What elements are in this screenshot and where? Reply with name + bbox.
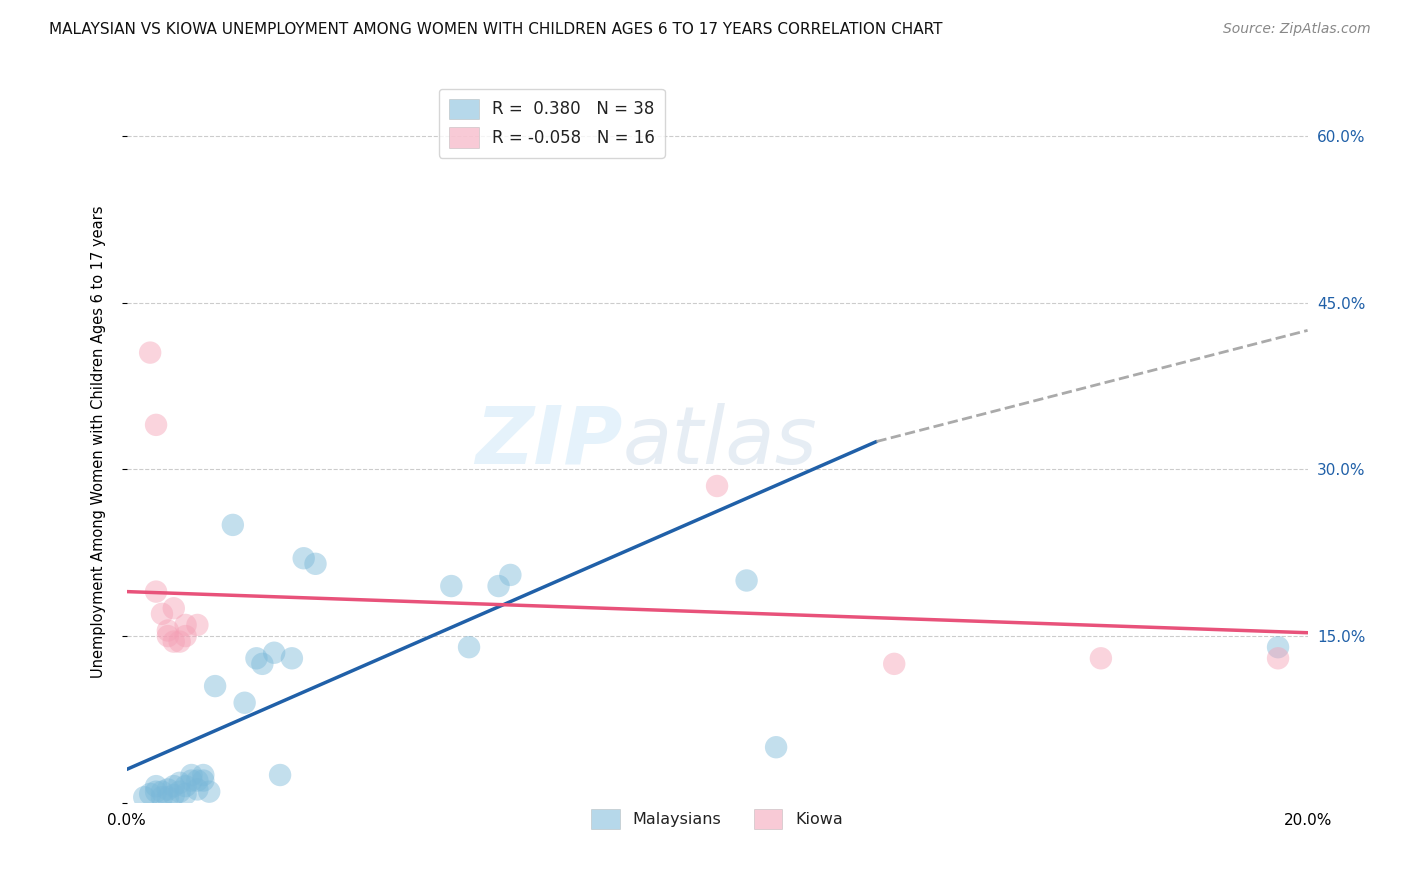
Point	[174, 629, 197, 643]
Point	[765, 740, 787, 755]
Point	[252, 657, 274, 671]
Point	[883, 657, 905, 671]
Point	[499, 568, 522, 582]
Point	[281, 651, 304, 665]
Point	[193, 773, 215, 788]
Text: MALAYSIAN VS KIOWA UNEMPLOYMENT AMONG WOMEN WITH CHILDREN AGES 6 TO 17 YEARS COR: MALAYSIAN VS KIOWA UNEMPLOYMENT AMONG WO…	[49, 22, 942, 37]
Point	[163, 634, 186, 648]
Point	[174, 787, 197, 801]
Point	[150, 607, 173, 621]
Text: ZIP: ZIP	[475, 402, 623, 481]
Point	[134, 790, 156, 805]
Point	[145, 779, 167, 793]
Point	[186, 773, 208, 788]
Point	[156, 790, 179, 805]
Y-axis label: Unemployment Among Women with Children Ages 6 to 17 years: Unemployment Among Women with Children A…	[91, 205, 105, 678]
Point	[304, 557, 326, 571]
Point	[204, 679, 226, 693]
Point	[163, 779, 186, 793]
Legend: Malaysians, Kiowa: Malaysians, Kiowa	[582, 799, 852, 838]
Point	[150, 785, 173, 799]
Point	[156, 629, 179, 643]
Point	[186, 782, 208, 797]
Point	[1267, 640, 1289, 655]
Point	[163, 788, 186, 802]
Point	[440, 579, 463, 593]
Point	[145, 417, 167, 432]
Point	[156, 624, 179, 638]
Point	[488, 579, 510, 593]
Point	[233, 696, 256, 710]
Point	[193, 768, 215, 782]
Point	[169, 634, 191, 648]
Point	[150, 790, 173, 805]
Point	[139, 345, 162, 359]
Point	[245, 651, 267, 665]
Point	[156, 782, 179, 797]
Point	[139, 787, 162, 801]
Point	[174, 618, 197, 632]
Point	[180, 768, 202, 782]
Point	[169, 785, 191, 799]
Point	[145, 584, 167, 599]
Point	[180, 773, 202, 788]
Point	[163, 601, 186, 615]
Point	[222, 517, 245, 532]
Point	[706, 479, 728, 493]
Point	[174, 779, 197, 793]
Point	[292, 551, 315, 566]
Text: Source: ZipAtlas.com: Source: ZipAtlas.com	[1223, 22, 1371, 37]
Point	[145, 785, 167, 799]
Point	[458, 640, 481, 655]
Point	[1090, 651, 1112, 665]
Point	[735, 574, 758, 588]
Point	[1267, 651, 1289, 665]
Text: atlas: atlas	[623, 402, 817, 481]
Point	[186, 618, 208, 632]
Point	[169, 776, 191, 790]
Point	[198, 785, 221, 799]
Point	[263, 646, 285, 660]
Point	[269, 768, 291, 782]
